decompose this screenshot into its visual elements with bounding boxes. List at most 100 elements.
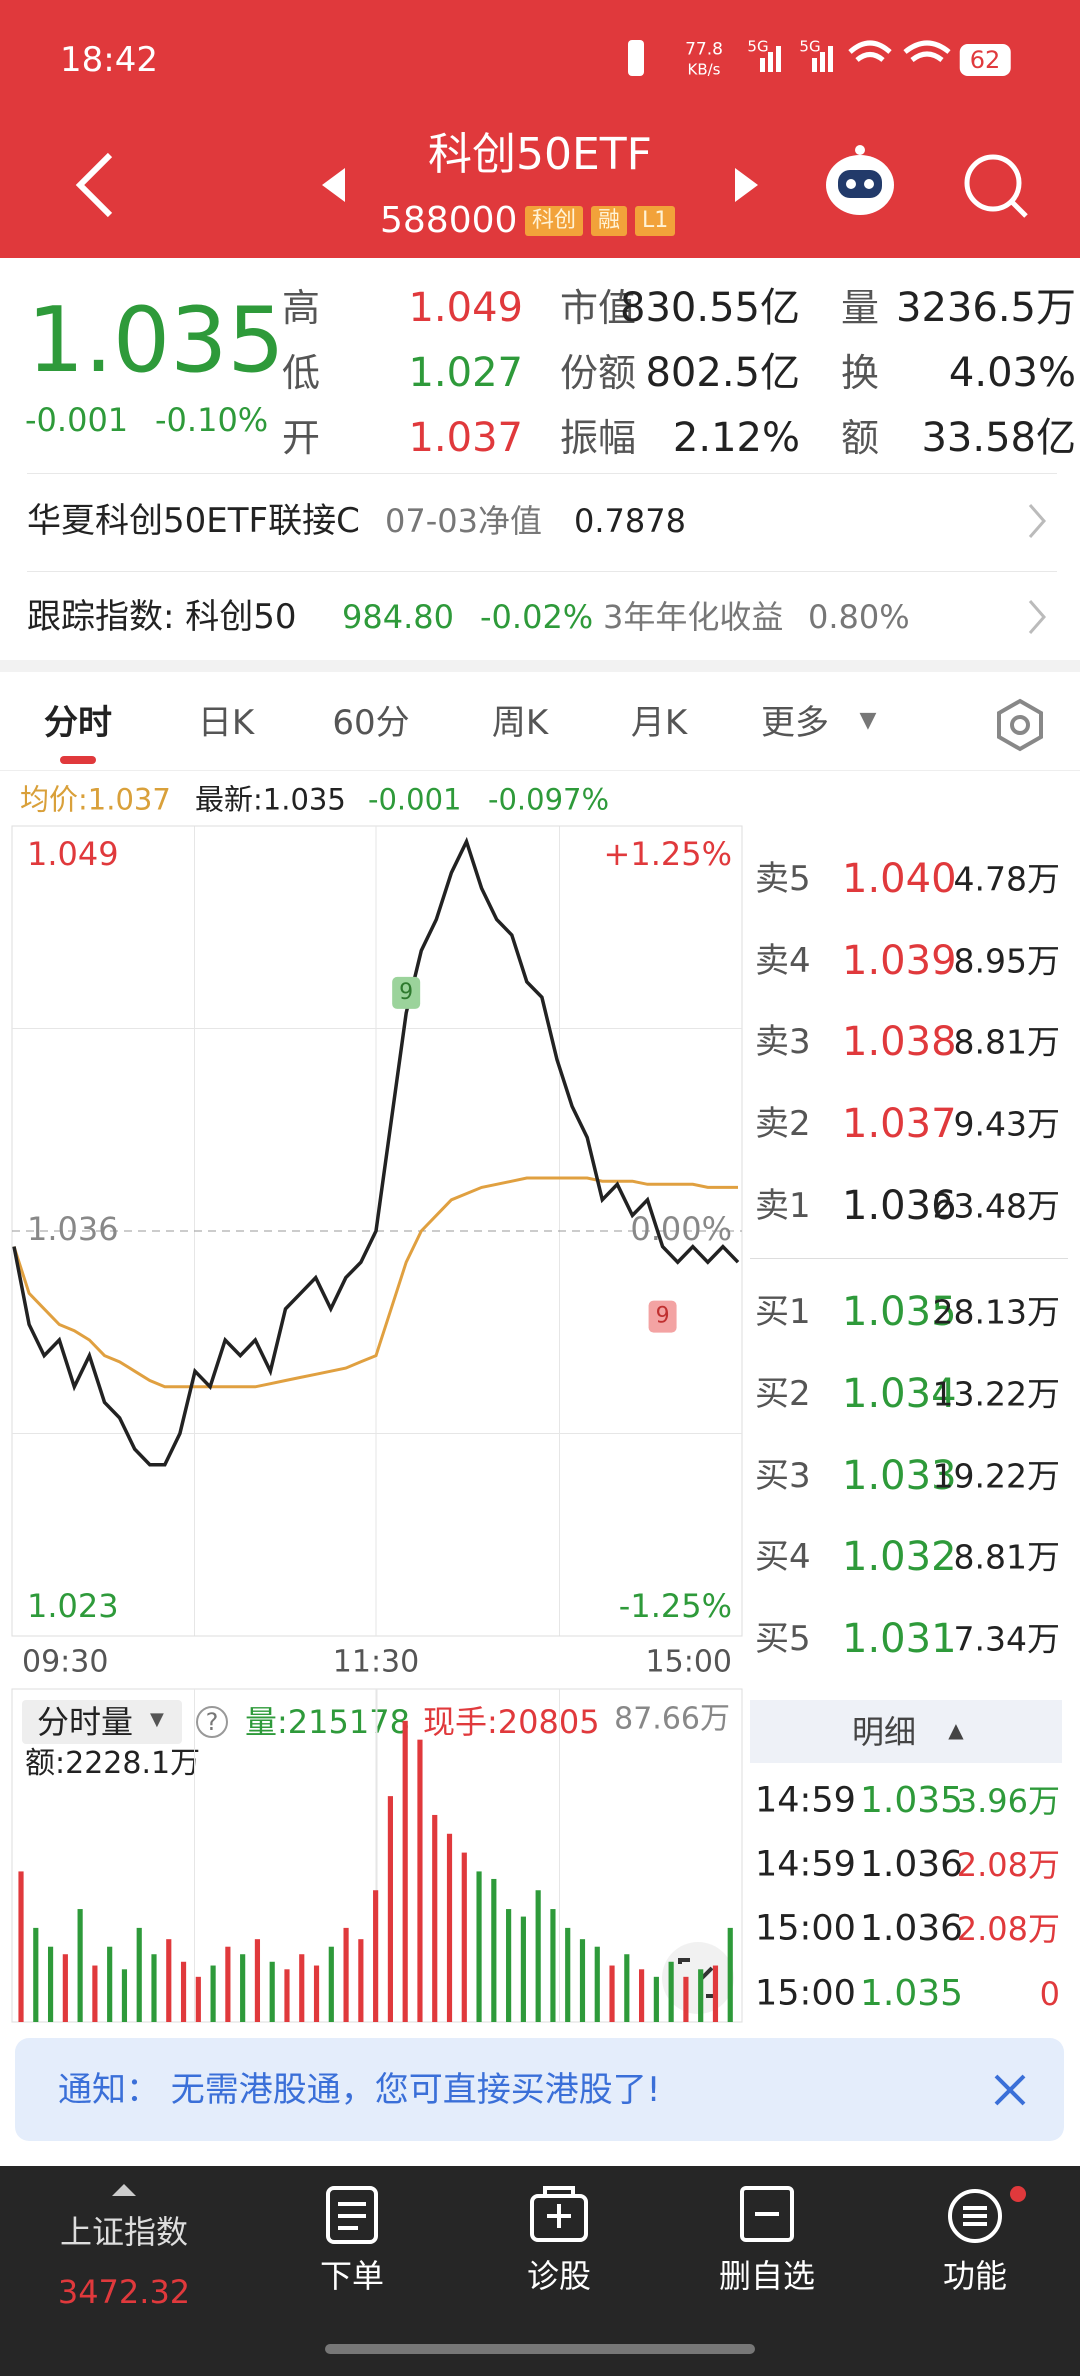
details-header[interactable]: [750, 1700, 1062, 1763]
volume-bar: [33, 1927, 39, 2022]
book-price: 1.038: [842, 1019, 957, 1065]
detail-time: 14:59: [755, 1780, 856, 1821]
book-volume: 13.22万: [932, 1374, 1060, 1414]
annotation-badge: [392, 976, 421, 1009]
detail-price: 1.035: [860, 1973, 964, 2014]
volume-bar: [358, 1939, 364, 2022]
price-line: [12, 1176, 738, 1389]
tab[interactable]: 日K: [197, 703, 255, 743]
volume-bar: [328, 1946, 334, 2022]
index-label[interactable]: 跟踪指数: 科创50: [27, 597, 297, 637]
title: 科创50ETF: [428, 129, 652, 180]
volume-bar: [387, 1796, 393, 2022]
close-notice[interactable]: [990, 2070, 1030, 2110]
book-level: 卖2: [755, 1104, 811, 1144]
volume-bar: [668, 1961, 674, 2022]
vibrate-icon: [628, 40, 644, 76]
y-tick-label: 1.036: [27, 1210, 119, 1248]
tab[interactable]: 分时: [44, 703, 112, 743]
book-level: 买1: [755, 1292, 811, 1332]
next-button[interactable]: [735, 168, 758, 202]
nav-item[interactable]: 下单: [319, 2257, 385, 2295]
tag: 科创: [525, 206, 584, 236]
volume-bar: [254, 1939, 261, 2022]
code: 588000: [380, 200, 518, 241]
nav-item[interactable]: 删自选: [718, 2257, 816, 2295]
volume-bar: [92, 1965, 98, 2022]
book-level: 卖5: [755, 859, 811, 899]
volume-bar: [299, 1954, 305, 2022]
fund-name[interactable]: 华夏科创50ETF联接C: [27, 501, 360, 541]
notice-bar[interactable]: [15, 2038, 1064, 2141]
tag: 融: [591, 206, 628, 236]
volume-bar: [698, 1969, 704, 2022]
stat-value: 830.55亿: [620, 285, 800, 331]
detail-price: 1.035: [860, 1780, 964, 1821]
nav-item[interactable]: 功能: [942, 2257, 1008, 2295]
volume-bar: [639, 1969, 645, 2022]
book-price: 1.040: [842, 856, 957, 902]
annotation: 9: [656, 1304, 670, 1329]
search-button[interactable]: [964, 154, 1028, 218]
prev-button[interactable]: [322, 168, 345, 202]
book-level: 买3: [755, 1456, 811, 1496]
book-price: 1.034: [842, 1371, 957, 1417]
back-button[interactable]: [75, 152, 113, 218]
detail-time: 14:59: [755, 1844, 856, 1885]
book-level: 买5: [755, 1619, 811, 1659]
assistant-button[interactable]: [826, 145, 894, 215]
nav-icons: [112, 2184, 1026, 2354]
last-price: 1.035: [27, 288, 285, 393]
book-price: 1.036: [842, 1183, 957, 1229]
tab-underline: [60, 756, 96, 764]
stat-label: 振幅: [560, 416, 637, 460]
tag: L1: [635, 206, 676, 236]
tab[interactable]: 60分: [332, 703, 410, 743]
latest-change: -0.001: [368, 782, 462, 817]
tab[interactable]: 更多: [761, 703, 829, 743]
y-tick-label: 1.049: [27, 835, 119, 873]
help-icon[interactable]: ?: [196, 1706, 228, 1738]
volume-bar: [240, 1954, 246, 2022]
book-volume: 8.95万: [953, 941, 1060, 981]
stat-value: 33.58亿: [921, 415, 1076, 461]
y2-tick-label: +1.25%: [604, 835, 732, 873]
volume-bar: [446, 1833, 453, 2022]
volume-bar: [727, 1927, 733, 2022]
index-name[interactable]: 上证指数: [59, 2213, 189, 2251]
book-price: 1.031: [842, 1616, 957, 1662]
nav: 0.7878: [574, 502, 686, 540]
detail-volume: 2.08万: [956, 1846, 1060, 1884]
volume-bar: [712, 1965, 719, 2022]
settings-button[interactable]: [990, 695, 1050, 755]
y-tick-label: 1.023: [27, 1587, 119, 1625]
net-speed: 77.8: [685, 39, 723, 60]
volume-bar: [417, 1739, 423, 2022]
header-icons: [75, 40, 1028, 218]
divider: [0, 770, 1080, 771]
book-price: 1.039: [842, 938, 957, 984]
volume-bar: [491, 1878, 497, 2022]
volume-bar: [343, 1927, 349, 2022]
book-price: 1.037: [842, 1101, 957, 1147]
tab[interactable]: 月K: [630, 703, 688, 743]
volume-bar: [624, 1954, 630, 2022]
volume-bar: [151, 1954, 157, 2022]
detail-price: 1.036: [860, 1844, 964, 1885]
volume-bar: [269, 1961, 275, 2022]
book-volume: 8.81万: [953, 1022, 1060, 1062]
index-value: 3472.32: [57, 2273, 191, 2311]
x-tick-label: 11:30: [333, 1645, 419, 1680]
volume-bar: [535, 1890, 541, 2022]
hand: 现手:20805: [423, 1703, 600, 1741]
book-volume: 28.13万: [932, 1292, 1060, 1332]
details-title: 明细: [851, 1713, 917, 1751]
volume-bar: [284, 1969, 290, 2022]
tab[interactable]: 周K: [491, 703, 549, 743]
detail-volume: 2.08万: [956, 1910, 1060, 1948]
stat-value: 3236.5万: [896, 285, 1076, 331]
stat-value: 1.049: [408, 285, 523, 331]
book-volume: 8.81万: [953, 1537, 1060, 1577]
stat-label: 份额: [560, 351, 637, 395]
nav-item[interactable]: 诊股: [526, 2257, 592, 2295]
